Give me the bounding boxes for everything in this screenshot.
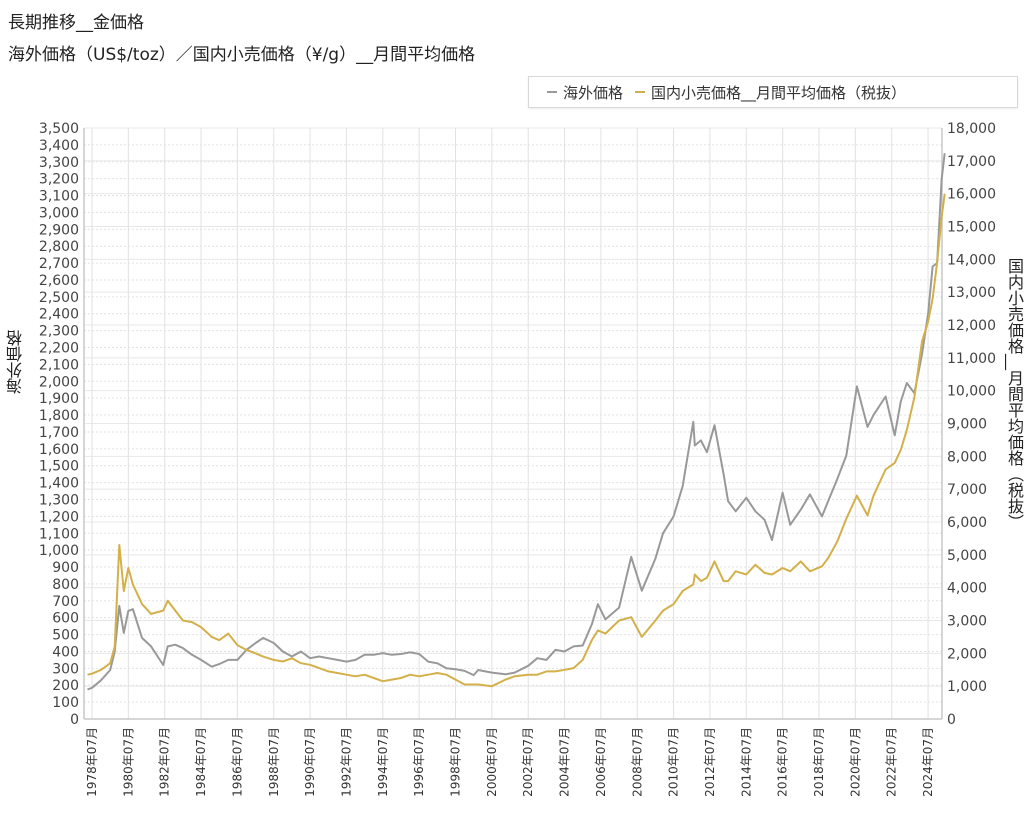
y-left-tick-label: 2,500 <box>39 290 79 306</box>
x-tick-label: 2020年07月 <box>848 727 862 797</box>
y-right-tick-label: 4,000 <box>947 581 987 597</box>
x-tick-label: 2010年07月 <box>667 727 681 797</box>
y-left-tick-label: 2,000 <box>39 374 79 390</box>
y-axis-left-ticks: 01002003004005006007008009001,0001,1001,… <box>39 121 79 728</box>
series-lines <box>87 153 946 691</box>
y-axis-right-label: 国内小売価格__月間平均価格（税抜） <box>1005 258 1024 530</box>
grid-lines <box>84 127 942 720</box>
y-left-tick-label: 100 <box>52 695 79 711</box>
y-left-tick-label: 3,300 <box>39 155 79 171</box>
y-left-tick-label: 2,400 <box>39 307 79 323</box>
x-tick-label: 2002年07月 <box>521 727 535 797</box>
y-right-tick-label: 18,000 <box>947 121 996 137</box>
y-left-tick-label: 2,600 <box>39 273 79 289</box>
x-tick-label: 1996年07月 <box>412 727 426 797</box>
chart-title: 長期推移__金価格 <box>8 13 144 33</box>
y-left-tick-label: 800 <box>52 577 79 593</box>
y-left-tick-label: 3,400 <box>39 138 79 154</box>
x-tick-label: 2018年07月 <box>812 727 826 797</box>
y-right-tick-label: 16,000 <box>947 187 996 203</box>
y-right-tick-label: 17,000 <box>947 154 996 170</box>
y-left-tick-label: 3,200 <box>39 172 79 188</box>
y-left-tick-label: 3,100 <box>39 189 79 205</box>
y-right-tick-label: 15,000 <box>947 220 996 236</box>
y-axis-right-ticks: 0 1,000 2,000 3,000 4,000 5,000 6,000 7,000 8,00… <box>947 121 996 728</box>
y-left-tick-label: 200 <box>52 678 79 694</box>
chart-subtitle: 海外価格（US$/toz）／国内小売価格（¥/g）__月間平均価格 <box>8 45 476 65</box>
x-axis-ticks: 1978年07月 1980年07月 1982年07月 1984年07月 1986年07月… <box>85 727 935 797</box>
legend-line-gold-icon <box>635 91 646 93</box>
legend-item-domestic[interactable]: 国内小売価格__月間平均価格（税抜） <box>635 82 906 103</box>
y-left-tick-label: 600 <box>52 611 79 627</box>
y-left-tick-label: 400 <box>52 644 79 660</box>
y-left-tick-label: 300 <box>52 661 79 677</box>
legend-label: 海外価格 <box>563 83 624 102</box>
x-tick-label: 1998年07月 <box>449 727 463 797</box>
legend-line-gray-icon <box>547 91 557 93</box>
y-left-tick-label: 2,100 <box>39 357 79 373</box>
x-tick-label: 1984年07月 <box>194 727 208 797</box>
x-tick-label: 2000年07月 <box>485 727 499 797</box>
x-tick-label: 2004年07月 <box>558 727 572 797</box>
y-left-tick-label: 2,300 <box>39 324 79 340</box>
y-left-tick-label: 2,800 <box>39 239 79 255</box>
x-tick-label: 1990年07月 <box>303 727 317 797</box>
y-left-tick-label: 2,900 <box>39 222 79 238</box>
axes <box>83 128 943 720</box>
x-tick-label: 1994年07月 <box>376 727 390 797</box>
x-tick-label: 1992年07月 <box>339 727 353 797</box>
y-right-tick-label: 7,000 <box>947 482 987 498</box>
y-right-tick-label: 0 <box>947 712 956 728</box>
x-tick-label: 2006年07月 <box>594 727 608 797</box>
y-right-tick-label: 9,000 <box>947 417 987 433</box>
x-tick-label: 2012年07月 <box>703 727 717 797</box>
y-right-tick-label: 2,000 <box>947 646 987 662</box>
y-right-tick-label: 1,000 <box>947 679 987 695</box>
x-tick-label: 2016年07月 <box>776 727 790 797</box>
y-left-tick-label: 1,900 <box>39 391 79 407</box>
y-right-tick-label: 5,000 <box>947 548 987 564</box>
x-tick-label: 2014年07月 <box>739 727 753 797</box>
x-tick-label: 2024年07月 <box>921 727 935 797</box>
x-tick-label: 2022年07月 <box>885 727 899 797</box>
y-left-tick-label: 2,700 <box>39 256 79 272</box>
y-left-tick-label: 1,400 <box>39 476 79 492</box>
y-left-tick-label: 3,500 <box>39 121 79 137</box>
y-left-tick-label: 1,500 <box>39 459 79 475</box>
y-left-tick-label: 1,700 <box>39 425 79 441</box>
y-right-tick-label: 11,000 <box>947 351 996 367</box>
y-left-tick-label: 1,300 <box>39 492 79 508</box>
y-left-tick-label: 1,600 <box>39 442 79 458</box>
x-tick-label: 1980年07月 <box>121 727 135 797</box>
y-left-tick-label: 1,100 <box>39 526 79 542</box>
x-tick-label: 2008年07月 <box>630 727 644 797</box>
series-domestic-line <box>87 193 946 688</box>
y-left-tick-label: 500 <box>52 628 79 644</box>
y-right-tick-label: 3,000 <box>947 614 987 630</box>
y-left-tick-label: 1,800 <box>39 408 79 424</box>
y-left-tick-label: 1,000 <box>39 543 79 559</box>
y-right-tick-label: 8,000 <box>947 449 987 465</box>
legend-label: 国内小売価格__月間平均価格（税抜） <box>651 83 907 102</box>
legend: 海外価格 国内小売価格__月間平均価格（税抜） <box>528 76 1018 108</box>
y-right-tick-label: 12,000 <box>947 318 996 334</box>
x-tick-label: 1982年07月 <box>158 727 172 797</box>
x-tick-label: 1986年07月 <box>230 727 244 797</box>
y-left-tick-label: 900 <box>52 560 79 576</box>
x-tick-label: 1978年07月 <box>85 727 99 797</box>
y-right-tick-label: 10,000 <box>947 384 996 400</box>
y-left-tick-label: 3,000 <box>39 205 79 221</box>
y-left-tick-label: 1,200 <box>39 509 79 525</box>
y-left-tick-label: 700 <box>52 594 79 610</box>
y-right-tick-label: 14,000 <box>947 252 996 268</box>
series-overseas-line <box>87 153 946 691</box>
legend-item-overseas[interactable]: 海外価格 <box>547 82 623 103</box>
y-right-tick-label: 6,000 <box>947 515 987 531</box>
y-right-tick-label: 13,000 <box>947 285 996 301</box>
x-tick-label: 1988年07月 <box>267 727 281 797</box>
y-left-tick-label: 0 <box>70 712 79 728</box>
y-left-tick-label: 2,200 <box>39 341 79 357</box>
